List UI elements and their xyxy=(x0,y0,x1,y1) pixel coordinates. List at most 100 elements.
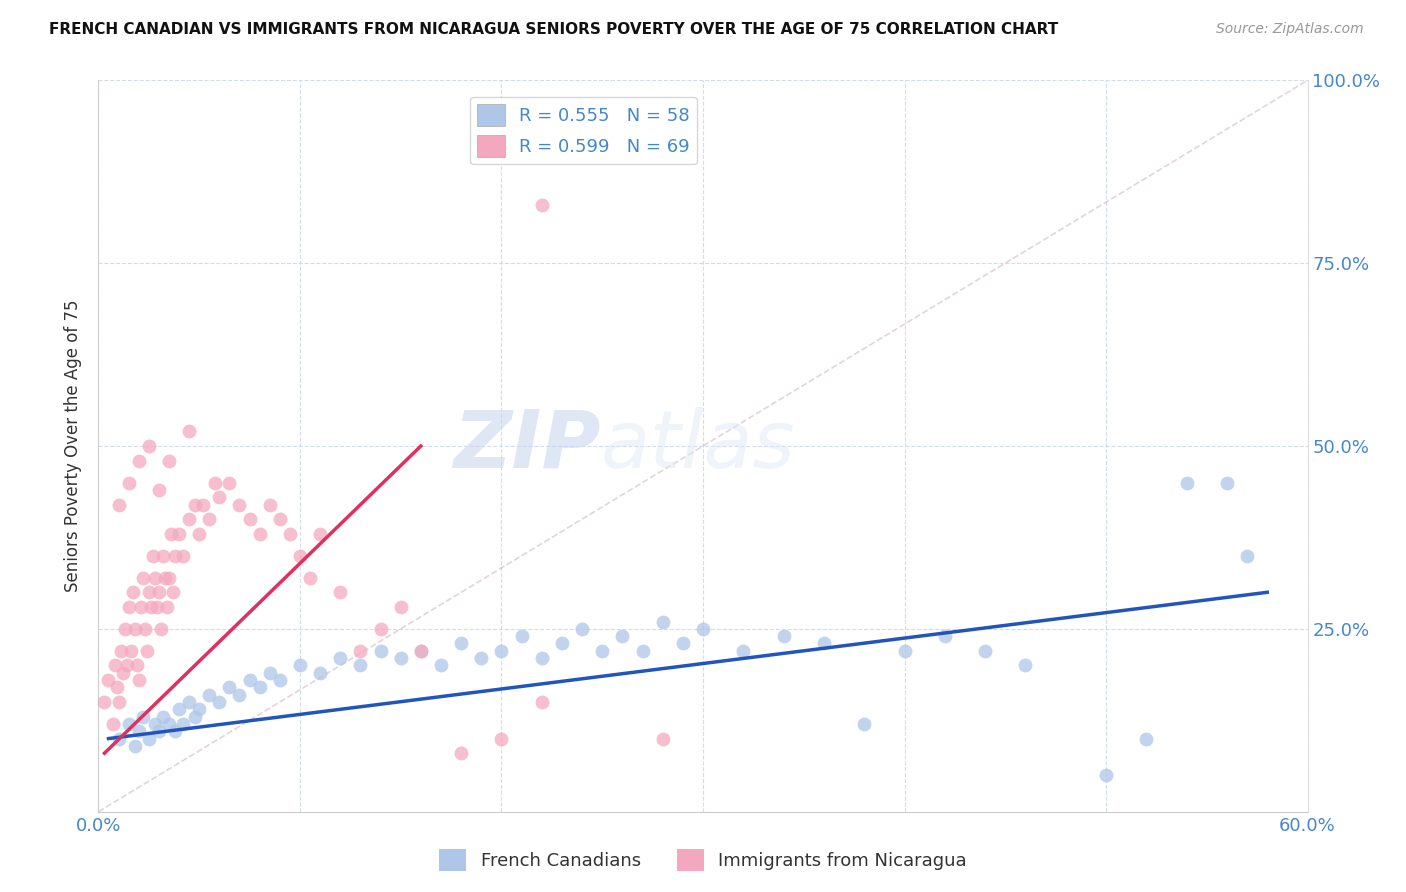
Point xyxy=(934,629,956,643)
Point xyxy=(105,681,128,695)
Point xyxy=(329,585,352,599)
Point xyxy=(179,425,201,439)
Point xyxy=(389,599,412,614)
Point xyxy=(1014,658,1036,673)
Point xyxy=(430,658,453,673)
Legend: R = 0.555   N = 58, R = 0.599   N = 69: R = 0.555 N = 58, R = 0.599 N = 69 xyxy=(470,96,697,164)
Point xyxy=(551,636,574,650)
Point xyxy=(349,658,371,673)
Point xyxy=(179,512,201,526)
Point xyxy=(128,453,150,467)
Point xyxy=(218,475,240,490)
Point xyxy=(288,658,311,673)
Y-axis label: Seniors Poverty Over the Age of 75: Seniors Poverty Over the Age of 75 xyxy=(65,300,83,592)
Point xyxy=(128,673,150,687)
Point xyxy=(156,599,179,614)
Point xyxy=(239,673,262,687)
Point xyxy=(138,439,160,453)
Point xyxy=(450,746,472,760)
Point xyxy=(124,739,146,753)
Point xyxy=(278,526,301,541)
Point xyxy=(1216,475,1239,490)
Point xyxy=(103,658,125,673)
Point xyxy=(157,571,180,585)
Point xyxy=(115,658,138,673)
Point xyxy=(409,644,432,658)
Point xyxy=(198,512,221,526)
Point xyxy=(148,483,170,497)
Legend: French Canadians, Immigrants from Nicaragua: French Canadians, Immigrants from Nicara… xyxy=(432,842,974,879)
Point xyxy=(179,695,201,709)
Point xyxy=(128,724,150,739)
Point xyxy=(184,498,207,512)
Point xyxy=(143,571,166,585)
Point xyxy=(269,673,291,687)
Point xyxy=(138,585,160,599)
Point xyxy=(167,702,190,716)
Point xyxy=(139,599,162,614)
Point xyxy=(160,526,183,541)
Point xyxy=(249,681,271,695)
Point xyxy=(93,695,115,709)
Point xyxy=(163,549,186,563)
Point xyxy=(309,665,332,680)
Point xyxy=(259,498,281,512)
Point xyxy=(107,498,129,512)
Point xyxy=(138,731,160,746)
Point xyxy=(491,731,513,746)
Point xyxy=(110,644,132,658)
Point xyxy=(184,709,207,723)
Point xyxy=(118,717,141,731)
Point xyxy=(491,644,513,658)
Point xyxy=(1236,549,1258,563)
Point xyxy=(172,549,194,563)
Point xyxy=(813,636,835,650)
Point xyxy=(135,644,157,658)
Point xyxy=(132,709,155,723)
Point xyxy=(651,731,673,746)
Point xyxy=(470,651,492,665)
Point xyxy=(172,717,194,731)
Point xyxy=(389,651,412,665)
Point xyxy=(259,665,281,680)
Text: atlas: atlas xyxy=(600,407,794,485)
Point xyxy=(228,498,250,512)
Point xyxy=(167,526,190,541)
Point xyxy=(152,549,174,563)
Point xyxy=(218,681,240,695)
Point xyxy=(148,585,170,599)
Point xyxy=(1095,768,1118,782)
Point xyxy=(269,512,291,526)
Point xyxy=(349,644,371,658)
Point xyxy=(208,490,231,504)
Point xyxy=(692,622,714,636)
Point xyxy=(157,717,180,731)
Point xyxy=(571,622,593,636)
Text: FRENCH CANADIAN VS IMMIGRANTS FROM NICARAGUA SENIORS POVERTY OVER THE AGE OF 75 : FRENCH CANADIAN VS IMMIGRANTS FROM NICAR… xyxy=(49,22,1059,37)
Point xyxy=(149,622,172,636)
Point xyxy=(152,709,174,723)
Point xyxy=(162,585,184,599)
Point xyxy=(193,498,215,512)
Point xyxy=(146,599,169,614)
Point xyxy=(974,644,997,658)
Point xyxy=(142,549,165,563)
Point xyxy=(299,571,322,585)
Point xyxy=(591,644,613,658)
Point xyxy=(239,512,262,526)
Point xyxy=(249,526,271,541)
Point xyxy=(1175,475,1198,490)
Point xyxy=(1135,731,1157,746)
Point xyxy=(148,724,170,739)
Point xyxy=(114,622,136,636)
Point xyxy=(118,599,141,614)
Point xyxy=(530,197,553,211)
Point xyxy=(143,717,166,731)
Point xyxy=(111,665,134,680)
Point xyxy=(188,702,211,716)
Point xyxy=(120,644,142,658)
Point xyxy=(530,695,553,709)
Point xyxy=(101,717,124,731)
Text: ZIP: ZIP xyxy=(453,407,600,485)
Point xyxy=(288,549,311,563)
